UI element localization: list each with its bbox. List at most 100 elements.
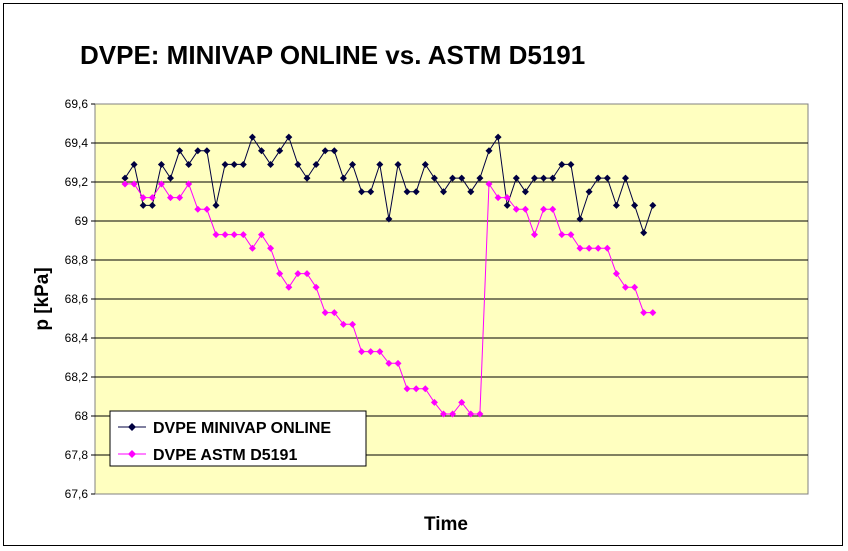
series-layer — [121, 133, 657, 418]
data-point-1 — [276, 270, 284, 278]
data-point-1 — [303, 270, 311, 278]
data-point-1 — [622, 283, 629, 291]
data-point-1 — [494, 194, 502, 202]
y-tick-label: 68 — [75, 409, 89, 423]
data-point-1 — [521, 205, 529, 213]
data-point-1 — [449, 410, 457, 418]
legend-marker-minivap — [128, 423, 136, 431]
data-point-0 — [376, 160, 384, 168]
data-point-0 — [139, 201, 147, 209]
data-point-0 — [157, 160, 165, 168]
data-point-0 — [649, 201, 657, 209]
data-point-1 — [321, 309, 329, 317]
data-point-0 — [321, 147, 329, 155]
data-point-1 — [339, 320, 347, 328]
data-point-0 — [285, 133, 293, 141]
data-point-0 — [294, 160, 302, 168]
data-point-1 — [212, 231, 220, 239]
legend-label-minivap: DVPE MINIVAP ONLINE — [153, 420, 331, 437]
data-point-1 — [576, 244, 584, 252]
data-point-0 — [303, 174, 311, 182]
data-point-0 — [440, 188, 447, 196]
data-point-1 — [458, 398, 466, 406]
data-point-1 — [121, 180, 129, 188]
data-point-1 — [531, 231, 538, 239]
data-point-1 — [349, 320, 356, 328]
data-point-0 — [549, 174, 557, 182]
data-point-0 — [367, 188, 375, 196]
data-point-1 — [640, 309, 648, 317]
data-point-0 — [258, 147, 265, 155]
data-point-1 — [612, 270, 620, 278]
data-point-1 — [358, 348, 366, 356]
data-point-1 — [440, 410, 447, 418]
data-point-0 — [339, 174, 347, 182]
data-point-1 — [221, 231, 229, 239]
data-point-0 — [449, 174, 457, 182]
data-point-0 — [458, 174, 466, 182]
data-point-1 — [540, 205, 548, 213]
data-point-0 — [148, 201, 156, 209]
data-point-1 — [567, 231, 575, 239]
data-point-0 — [248, 133, 256, 141]
data-point-1 — [185, 180, 193, 188]
data-point-0 — [194, 147, 202, 155]
data-point-0 — [512, 174, 520, 182]
data-point-0 — [567, 160, 575, 168]
data-point-0 — [612, 201, 620, 209]
data-point-1 — [167, 194, 174, 202]
data-point-1 — [130, 180, 138, 188]
data-point-0 — [540, 174, 548, 182]
legend-marker-astm — [128, 450, 136, 458]
data-point-0 — [394, 160, 402, 168]
data-point-1 — [139, 194, 147, 202]
data-point-0 — [239, 160, 247, 168]
data-point-0 — [576, 215, 584, 223]
data-point-0 — [167, 174, 174, 182]
data-point-0 — [467, 188, 475, 196]
data-point-1 — [421, 385, 429, 393]
data-point-1 — [430, 398, 438, 406]
data-point-1 — [203, 205, 211, 213]
data-point-1 — [312, 283, 320, 291]
data-point-0 — [358, 188, 366, 196]
data-point-1 — [148, 194, 156, 202]
chart-title: DVPE: MINIVAP ONLINE vs. ASTM D5191 — [80, 40, 585, 70]
y-tick-label: 67,8 — [65, 448, 89, 462]
data-point-0 — [349, 160, 356, 168]
data-point-0 — [521, 188, 529, 196]
y-axis-ticks: 67,6 67,8 68 68,2 68,4 68,6 68,8 69 69,2 69,4 69,6 — [65, 97, 95, 501]
y-tick-label: 68,4 — [65, 331, 89, 345]
data-point-1 — [394, 359, 402, 367]
data-point-0 — [185, 160, 193, 168]
y-tick-label: 68,8 — [65, 253, 89, 267]
data-point-1 — [412, 385, 420, 393]
data-point-1 — [549, 205, 557, 213]
legend-label-astm: DVPE ASTM D5191 — [153, 447, 297, 464]
data-point-0 — [531, 174, 538, 182]
data-point-0 — [221, 160, 229, 168]
data-point-0 — [494, 133, 502, 141]
data-point-0 — [430, 174, 438, 182]
data-point-1 — [649, 309, 657, 317]
data-point-0 — [476, 174, 484, 182]
data-point-1 — [476, 410, 484, 418]
data-point-0 — [312, 160, 320, 168]
y-tick-label: 67,6 — [65, 487, 89, 501]
data-point-0 — [622, 174, 629, 182]
data-point-0 — [330, 147, 338, 155]
data-point-1 — [267, 244, 275, 252]
data-point-1 — [367, 348, 375, 356]
data-point-0 — [594, 174, 602, 182]
data-point-0 — [385, 215, 393, 223]
data-point-0 — [276, 147, 284, 155]
data-point-0 — [585, 188, 593, 196]
data-point-1 — [157, 180, 165, 188]
data-point-1 — [503, 194, 511, 202]
y-tick-label: 68,2 — [65, 370, 89, 384]
data-point-0 — [503, 201, 511, 209]
data-point-0 — [130, 160, 138, 168]
data-point-1 — [558, 231, 566, 239]
data-point-0 — [203, 147, 211, 155]
